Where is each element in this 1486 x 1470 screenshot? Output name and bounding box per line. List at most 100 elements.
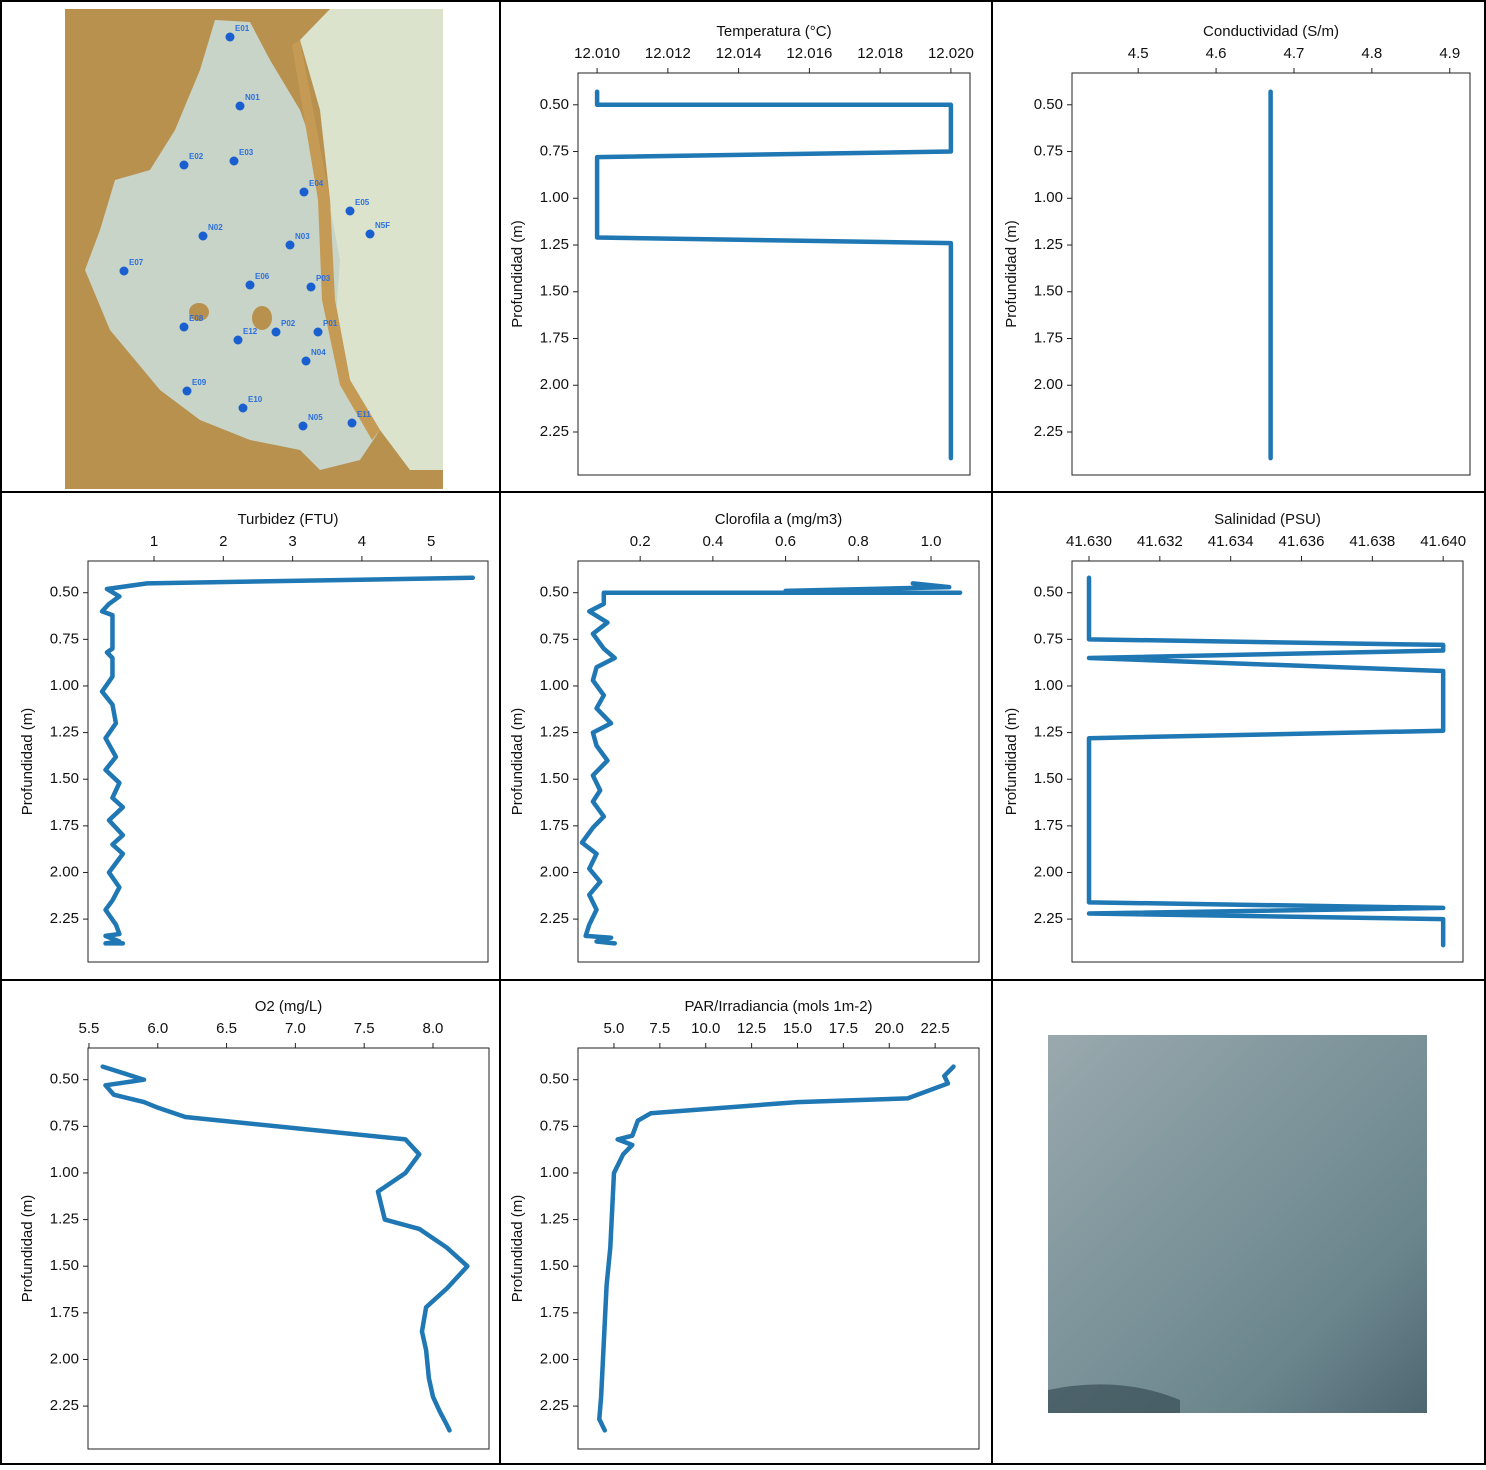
y-axis-label: Profundidad (m) bbox=[509, 1195, 526, 1303]
plot-area bbox=[578, 561, 979, 962]
x-tick-label: 4.8 bbox=[1361, 45, 1382, 62]
y-tick-label: 1.75 bbox=[540, 329, 569, 346]
x-tick-label: 3 bbox=[288, 533, 296, 550]
x-tick-label: 12.014 bbox=[716, 45, 762, 62]
plot-area bbox=[88, 561, 488, 962]
station bbox=[234, 336, 243, 345]
y-tick-label: 1.25 bbox=[540, 1211, 569, 1228]
station bbox=[272, 328, 281, 337]
x-tick-label: 41.636 bbox=[1279, 533, 1325, 550]
station bbox=[307, 283, 316, 292]
y-axis-label: Profundidad (m) bbox=[1003, 220, 1020, 328]
station-label: E06 bbox=[255, 272, 270, 281]
x-tick-label: 7.0 bbox=[285, 1020, 306, 1037]
x-tick-label: 5.0 bbox=[604, 1020, 625, 1037]
y-tick-label: 2.25 bbox=[1034, 423, 1063, 440]
y-axis-label: Profundidad (m) bbox=[509, 220, 526, 328]
x-tick-label: 10.0 bbox=[691, 1020, 720, 1037]
y-tick-label: 1.25 bbox=[1034, 724, 1063, 741]
y-tick-label: 0.50 bbox=[1034, 584, 1063, 601]
x-tick-label: 0.6 bbox=[775, 533, 796, 550]
x-tick-label: 4.5 bbox=[1128, 45, 1149, 62]
chart-title: O2 (mg/L) bbox=[255, 998, 323, 1015]
station-label: E08 bbox=[189, 314, 204, 323]
y-tick-label: 1.50 bbox=[540, 283, 569, 300]
station bbox=[180, 323, 189, 332]
plot-area bbox=[578, 1048, 979, 1449]
x-tick-label: 41.640 bbox=[1420, 533, 1466, 550]
station bbox=[348, 419, 357, 428]
y-axis-label: Profundidad (m) bbox=[1003, 708, 1020, 816]
y-tick-label: 0.75 bbox=[540, 142, 569, 159]
x-tick-label: 1 bbox=[150, 533, 158, 550]
station-label: E02 bbox=[189, 152, 204, 161]
station-label: E11 bbox=[357, 410, 371, 419]
station-label: N03 bbox=[295, 232, 310, 241]
figure: E01N01E02E03E04E05N5FN02N03E07E06P03E08P… bbox=[0, 0, 1486, 1465]
y-tick-label: 0.75 bbox=[50, 1117, 79, 1134]
station bbox=[286, 241, 295, 250]
y-tick-label: 1.25 bbox=[540, 236, 569, 253]
station-label: N05 bbox=[308, 413, 323, 422]
station bbox=[246, 281, 255, 290]
station-label: N01 bbox=[245, 93, 260, 102]
station bbox=[183, 387, 192, 396]
chart-title: Turbidez (FTU) bbox=[237, 511, 338, 528]
y-tick-label: 2.00 bbox=[50, 1350, 79, 1367]
y-tick-label: 1.00 bbox=[540, 189, 569, 206]
y-tick-label: 1.50 bbox=[540, 770, 569, 787]
station-label: E10 bbox=[248, 395, 263, 404]
y-tick-label: 2.25 bbox=[50, 910, 79, 927]
chart-title: Conductividad (S/m) bbox=[1203, 23, 1339, 40]
x-tick-label: 12.016 bbox=[786, 45, 832, 62]
x-tick-label: 0.4 bbox=[702, 533, 723, 550]
y-axis-label: Profundidad (m) bbox=[509, 708, 526, 816]
x-tick-label: 41.630 bbox=[1066, 533, 1112, 550]
x-tick-label: 15.0 bbox=[783, 1020, 812, 1037]
station bbox=[199, 232, 208, 241]
station-label: E01 bbox=[235, 24, 250, 33]
y-tick-label: 2.25 bbox=[540, 910, 569, 927]
x-tick-label: 0.8 bbox=[848, 533, 869, 550]
x-tick-label: 12.012 bbox=[645, 45, 691, 62]
y-tick-label: 1.75 bbox=[540, 817, 569, 834]
chart-title: Salinidad (PSU) bbox=[1214, 511, 1321, 528]
y-tick-label: 1.75 bbox=[50, 817, 79, 834]
y-tick-label: 1.00 bbox=[540, 1164, 569, 1181]
y-tick-label: 1.00 bbox=[50, 677, 79, 694]
x-tick-label: 6.0 bbox=[147, 1020, 168, 1037]
x-tick-label: 22.5 bbox=[921, 1020, 950, 1037]
station bbox=[239, 404, 248, 413]
x-tick-label: 6.5 bbox=[216, 1020, 237, 1037]
y-tick-label: 0.75 bbox=[50, 630, 79, 647]
y-tick-label: 1.00 bbox=[1034, 189, 1063, 206]
station-label: E07 bbox=[129, 258, 144, 267]
station bbox=[299, 422, 308, 431]
plot-area bbox=[88, 1048, 489, 1449]
y-tick-label: 0.50 bbox=[540, 96, 569, 113]
station-label: P03 bbox=[316, 274, 331, 283]
station-label: E09 bbox=[192, 378, 207, 387]
y-tick-label: 1.50 bbox=[50, 1257, 79, 1274]
y-tick-label: 1.50 bbox=[1034, 770, 1063, 787]
x-tick-label: 12.5 bbox=[737, 1020, 766, 1037]
x-tick-label: 0.2 bbox=[630, 533, 651, 550]
station-label: P02 bbox=[281, 319, 296, 328]
chart-title: PAR/Irradiancia (mols 1m-2) bbox=[684, 998, 872, 1015]
y-tick-label: 0.75 bbox=[1034, 142, 1063, 159]
x-tick-label: 41.632 bbox=[1137, 533, 1183, 550]
y-tick-label: 1.50 bbox=[540, 1257, 569, 1274]
station-label: N04 bbox=[311, 348, 326, 357]
y-tick-label: 0.75 bbox=[540, 1117, 569, 1134]
station-label: E03 bbox=[239, 148, 254, 157]
y-tick-label: 2.25 bbox=[540, 423, 569, 440]
y-tick-label: 0.50 bbox=[540, 584, 569, 601]
y-tick-label: 2.25 bbox=[1034, 910, 1063, 927]
y-tick-label: 0.75 bbox=[540, 630, 569, 647]
x-tick-label: 4.9 bbox=[1439, 45, 1460, 62]
y-tick-label: 1.50 bbox=[50, 770, 79, 787]
x-tick-label: 4 bbox=[358, 533, 366, 550]
x-tick-label: 12.020 bbox=[928, 45, 974, 62]
station-label: E12 bbox=[243, 327, 258, 336]
station bbox=[180, 161, 189, 170]
